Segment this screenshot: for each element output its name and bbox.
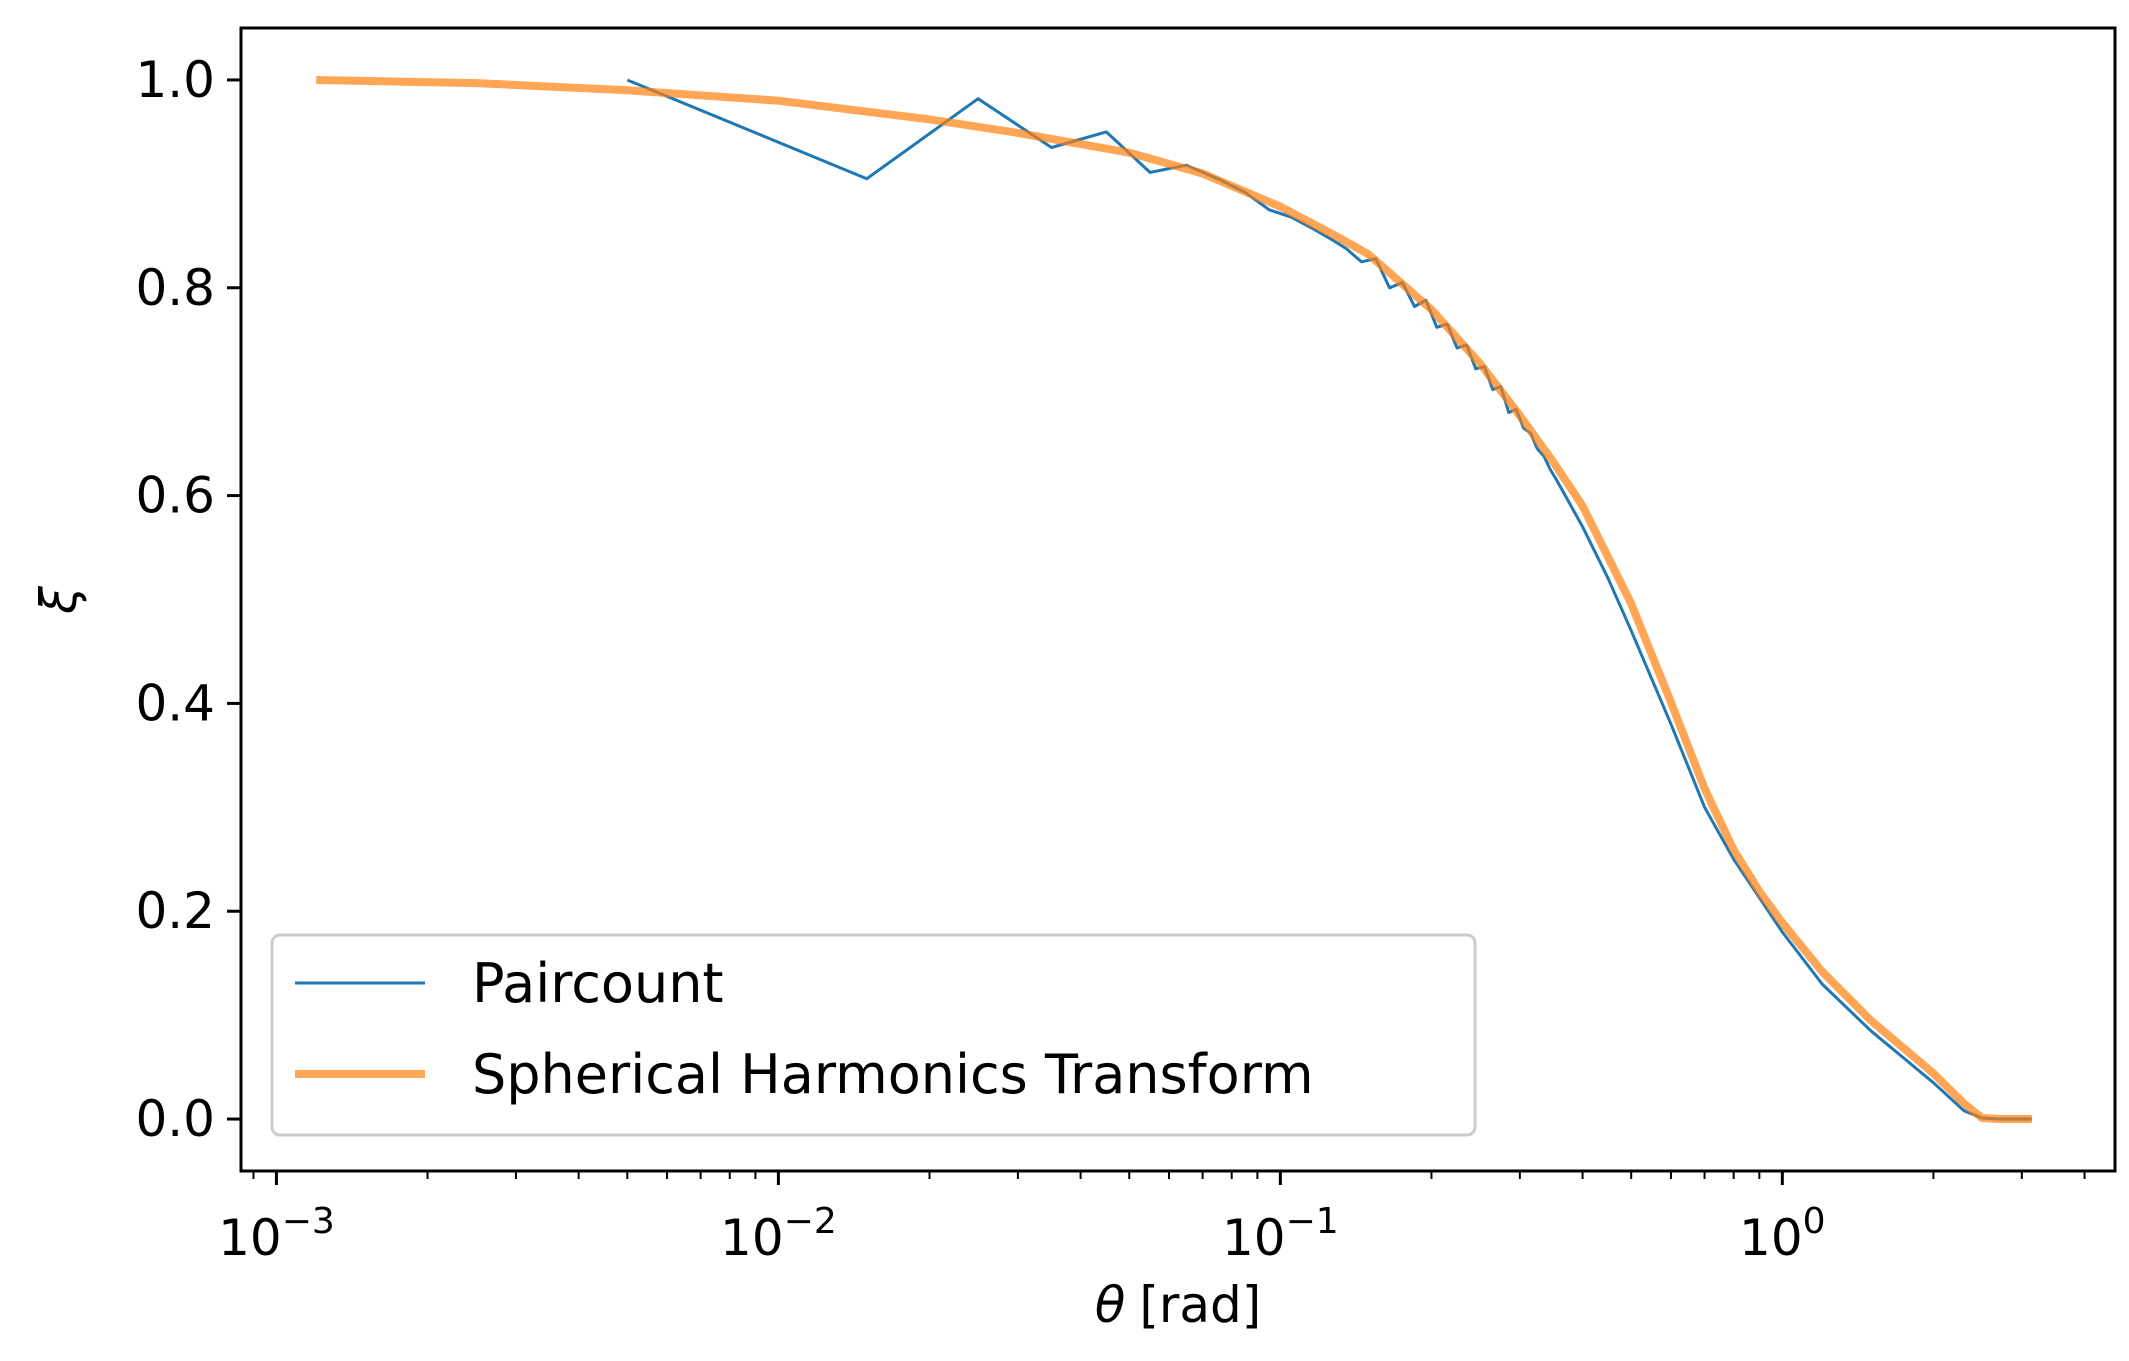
x-axis-label-symbol: θ — [1095, 1276, 1126, 1334]
x-tick-label: 10−2 — [720, 1201, 837, 1267]
y-tick-label: 0.8 — [135, 259, 215, 317]
y-axis-label: ξ — [30, 585, 88, 615]
y-axis-ticks: 0.0 0.2 0.4 0.6 0.8 1.0 — [135, 51, 241, 1148]
legend: Paircount Spherical Harmonics Transform — [270, 933, 1477, 1137]
x-tick-label: 10−3 — [218, 1201, 335, 1267]
legend-box — [270, 933, 1477, 1137]
x-axis-ticks: 10−3 10−2 10−1 100 — [218, 1171, 2086, 1267]
y-tick-label: 0.4 — [135, 674, 215, 732]
series-layer — [316, 76, 2032, 1123]
legend-label-sht: Spherical Harmonics Transform — [472, 1043, 1314, 1106]
y-tick-label: 0.0 — [135, 1090, 215, 1148]
y-tick-label: 0.6 — [135, 467, 215, 525]
y-tick-label: 1.0 — [135, 51, 215, 109]
x-tick-label: 100 — [1739, 1201, 1826, 1267]
x-tick-label: 10−1 — [1222, 1201, 1339, 1267]
x-axis-label-unit: [rad] — [1139, 1276, 1261, 1334]
legend-label-paircount: Paircount — [472, 952, 724, 1015]
x-axis-label: θ [rad] — [1095, 1276, 1262, 1334]
y-tick-label: 0.2 — [135, 882, 215, 940]
series-line-spherical-harmonics-transform — [316, 76, 2032, 1123]
plot-frame — [239, 26, 2117, 1173]
